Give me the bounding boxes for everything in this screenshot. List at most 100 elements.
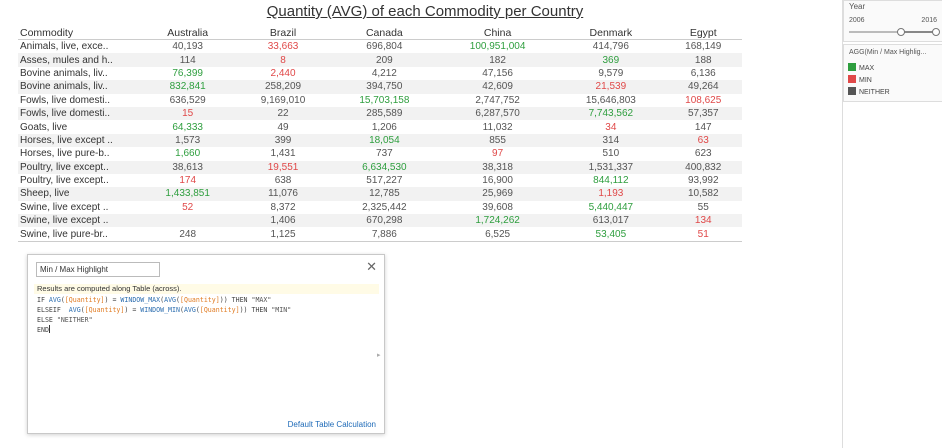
- cell-china[interactable]: 1,724,262: [475, 215, 520, 227]
- commodity-label[interactable]: Bovine animals, liv..: [20, 67, 108, 79]
- cell-egypt[interactable]: 57,357: [687, 108, 719, 120]
- cell-canada[interactable]: 1,206: [371, 121, 397, 133]
- cell-egypt[interactable]: 134: [694, 215, 712, 227]
- cell-canada[interactable]: 209: [376, 54, 393, 66]
- cell-australia[interactable]: 114: [179, 54, 196, 66]
- cell-egypt[interactable]: 93,992: [687, 175, 719, 187]
- cell-denmark[interactable]: 1,193: [598, 188, 624, 200]
- cell-china[interactable]: 6,287,570: [475, 108, 520, 120]
- cell-china[interactable]: 6,525: [485, 228, 511, 240]
- cell-denmark[interactable]: 5,440,447: [588, 201, 634, 213]
- cell-brazil[interactable]: 1,406: [270, 215, 296, 227]
- cell-egypt[interactable]: 49,264: [687, 81, 719, 93]
- commodity-label[interactable]: Swine, live except ..: [20, 201, 109, 213]
- cell-denmark[interactable]: 53,405: [595, 228, 627, 240]
- cell-australia[interactable]: [140, 214, 235, 227]
- year-slider-start-handle[interactable]: [897, 28, 906, 36]
- cell-canada[interactable]: 2,325,442: [362, 201, 407, 213]
- cell-egypt[interactable]: 55: [697, 201, 709, 213]
- cell-egypt[interactable]: 6,136: [690, 67, 716, 79]
- cell-egypt[interactable]: 51: [697, 228, 709, 240]
- cell-china[interactable]: 38,318: [482, 161, 513, 173]
- cell-australia[interactable]: 38,613: [172, 161, 203, 173]
- cell-denmark[interactable]: 414,796: [592, 41, 629, 53]
- legend-item-max[interactable]: MAX: [848, 63, 874, 73]
- cell-australia[interactable]: 832,841: [169, 81, 206, 93]
- cell-brazil[interactable]: 1,431: [270, 148, 296, 160]
- cell-denmark[interactable]: 369: [602, 54, 620, 66]
- cell-canada[interactable]: 6,634,530: [362, 161, 407, 173]
- default-table-calculation-link[interactable]: Default Table Calculation: [287, 420, 376, 429]
- legend-item-neither[interactable]: NEITHER: [848, 87, 890, 97]
- commodity-label[interactable]: Fowls, live domesti..: [20, 94, 111, 106]
- commodity-label[interactable]: Swine, live except ..: [20, 215, 109, 227]
- cell-australia[interactable]: 76,399: [172, 67, 203, 79]
- cell-egypt[interactable]: 188: [694, 54, 712, 66]
- cell-egypt[interactable]: 108,625: [685, 94, 722, 106]
- cell-china[interactable]: 47,156: [482, 67, 513, 79]
- year-slider-track[interactable]: [849, 31, 936, 33]
- cell-canada[interactable]: 12,785: [369, 188, 400, 200]
- commodity-label[interactable]: Sheep, live: [20, 188, 70, 200]
- cell-canada[interactable]: 7,886: [371, 228, 397, 240]
- cell-canada[interactable]: 696,804: [366, 41, 403, 53]
- cell-china[interactable]: 16,900: [482, 175, 513, 187]
- year-slider-end-handle[interactable]: [932, 28, 940, 36]
- cell-canada[interactable]: 18,054: [369, 134, 400, 146]
- cell-egypt[interactable]: 63: [697, 134, 709, 146]
- cell-australia[interactable]: 52: [182, 201, 194, 213]
- calculation-name-field[interactable]: Min / Max Highlight: [36, 262, 160, 277]
- cell-canada[interactable]: 15,703,158: [359, 94, 410, 106]
- column-header-denmark[interactable]: Denmark: [589, 27, 633, 39]
- cell-denmark[interactable]: 510: [602, 148, 620, 160]
- cell-china[interactable]: 2,747,752: [475, 94, 520, 106]
- cell-canada[interactable]: 737: [376, 148, 393, 160]
- cell-australia[interactable]: 1,433,851: [165, 188, 210, 200]
- commodity-label[interactable]: Horses, live pure-b..: [20, 148, 110, 160]
- cell-canada[interactable]: 670,298: [366, 215, 403, 227]
- commodity-label[interactable]: Animals, live, exce..: [20, 41, 109, 53]
- commodity-label[interactable]: Horses, live except ..: [20, 134, 113, 146]
- cell-china[interactable]: 25,969: [482, 188, 513, 200]
- column-header-canada[interactable]: Canada: [365, 27, 403, 39]
- commodity-label[interactable]: Poultry, live except..: [20, 161, 109, 173]
- cell-brazil[interactable]: 49: [277, 121, 289, 133]
- cell-denmark[interactable]: 1,531,337: [588, 161, 634, 173]
- cell-brazil[interactable]: 258,209: [264, 81, 302, 93]
- cell-china[interactable]: 39,608: [482, 201, 513, 213]
- commodity-label[interactable]: Swine, live pure-br..: [20, 228, 108, 240]
- row-header-commodity[interactable]: Commodity: [20, 27, 74, 39]
- cell-brazil[interactable]: 8: [280, 54, 286, 66]
- cell-brazil[interactable]: 1,125: [270, 228, 296, 240]
- commodity-label[interactable]: Goats, live: [20, 121, 68, 133]
- column-header-brazil[interactable]: Brazil: [269, 27, 297, 39]
- cell-brazil[interactable]: 33,663: [267, 41, 299, 53]
- cell-australia[interactable]: 1,660: [175, 148, 201, 160]
- cell-canada[interactable]: 4,212: [371, 67, 397, 79]
- cell-china[interactable]: 100,951,004: [469, 41, 526, 53]
- column-header-australia[interactable]: Australia: [167, 27, 209, 39]
- cell-canada[interactable]: 517,227: [366, 175, 403, 187]
- commodity-label[interactable]: Poultry, live except..: [20, 175, 109, 187]
- cell-china[interactable]: 11,032: [482, 121, 513, 133]
- cell-australia[interactable]: 1,573: [175, 134, 201, 146]
- cell-denmark[interactable]: 844,112: [593, 175, 629, 187]
- cell-denmark[interactable]: 9,579: [598, 67, 624, 79]
- cell-australia[interactable]: 248: [179, 228, 197, 240]
- column-header-egypt[interactable]: Egypt: [689, 27, 717, 39]
- cell-brazil[interactable]: 399: [274, 134, 292, 146]
- cell-china[interactable]: 42,609: [482, 81, 513, 93]
- cell-brazil[interactable]: 19,551: [267, 161, 299, 173]
- cell-australia[interactable]: 64,333: [172, 121, 203, 133]
- column-header-china[interactable]: China: [483, 27, 512, 39]
- cell-denmark[interactable]: 21,539: [595, 81, 627, 93]
- cell-denmark[interactable]: 34: [605, 121, 617, 133]
- cell-brazil[interactable]: 9,169,010: [260, 94, 306, 106]
- cell-brazil[interactable]: 2,440: [270, 67, 296, 79]
- cell-denmark[interactable]: 613,017: [592, 215, 629, 227]
- close-icon[interactable]: ✕: [366, 259, 377, 274]
- commodity-label[interactable]: Bovine animals, liv..: [20, 81, 108, 93]
- cell-australia[interactable]: 174: [179, 175, 197, 187]
- cell-denmark[interactable]: 314: [602, 134, 620, 146]
- cell-canada[interactable]: 285,589: [366, 108, 403, 120]
